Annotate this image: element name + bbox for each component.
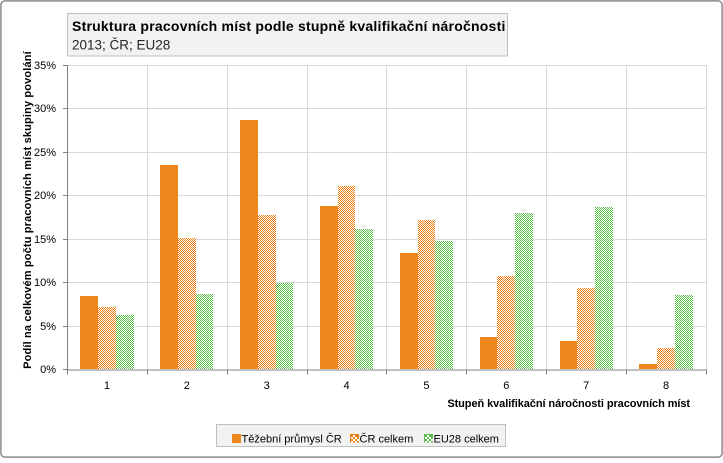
svg-text:2: 2	[184, 380, 190, 392]
svg-text:Stupeň kvalifikační náročnosti: Stupeň kvalifikační náročnosti pracovníc…	[447, 398, 690, 410]
svg-text:35%: 35%	[34, 60, 56, 72]
svg-text:0%: 0%	[40, 364, 56, 376]
svg-text:25%: 25%	[34, 147, 56, 159]
svg-text:ČR celkem: ČR celkem	[360, 433, 414, 446]
svg-text:5: 5	[423, 380, 429, 392]
svg-text:5%: 5%	[40, 321, 56, 333]
svg-text:6: 6	[503, 380, 509, 392]
svg-text:Těžební průmysl ČR: Těžební průmysl ČR	[242, 433, 342, 446]
svg-text:4: 4	[344, 380, 350, 392]
svg-text:7: 7	[583, 380, 589, 392]
svg-text:15%: 15%	[34, 234, 56, 246]
svg-text:1: 1	[104, 380, 110, 392]
svg-text:2013; ČR; EU28: 2013; ČR; EU28	[72, 38, 170, 53]
svg-text:EU28 celkem: EU28 celkem	[434, 434, 499, 446]
svg-text:30%: 30%	[34, 103, 56, 115]
svg-text:20%: 20%	[34, 190, 56, 202]
svg-text:Struktura pracovních míst podl: Struktura pracovních míst podle stupně k…	[72, 18, 506, 34]
svg-text:8: 8	[663, 380, 669, 392]
svg-text:3: 3	[264, 380, 270, 392]
svg-text:10%: 10%	[34, 277, 56, 289]
svg-text:Podíl na celkovém počtu pracov: Podíl na celkovém počtu pracovních míst …	[22, 50, 34, 368]
